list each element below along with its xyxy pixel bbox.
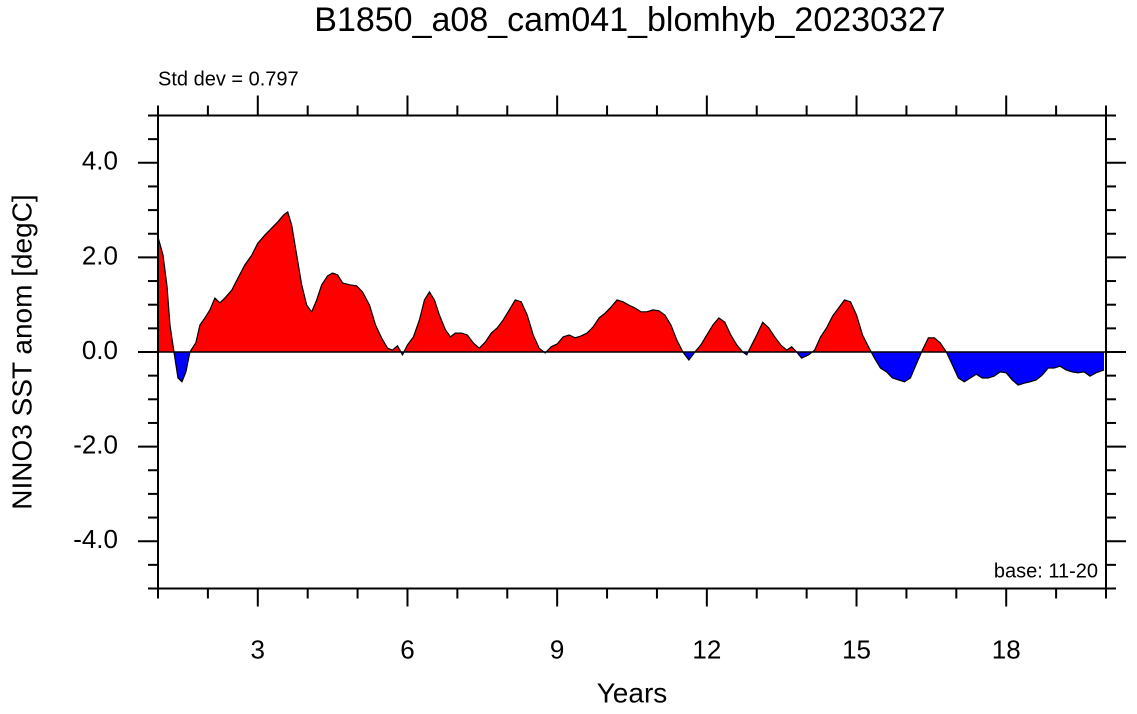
annotation: Std dev = 0.797: [158, 68, 299, 90]
x-tick-label: 9: [550, 634, 564, 664]
y-tick-label: 0.0: [82, 335, 118, 365]
x-axis-label: Years: [597, 677, 668, 708]
x-tick-label: 15: [842, 634, 871, 664]
x-tick-label: 12: [692, 634, 721, 664]
annotation: base: 11-20: [994, 560, 1098, 582]
area-above: [158, 211, 1104, 352]
chart-title: B1850_a08_cam041_blomhyb_20230327: [314, 1, 945, 39]
area-below: [158, 352, 1104, 386]
y-axis-label: NINO3 SST anom [degC]: [6, 194, 37, 509]
x-tick-label: 3: [251, 634, 265, 664]
series-line: [157, 211, 1105, 386]
y-tick-label: -2.0: [73, 429, 118, 459]
y-tick-label: -4.0: [73, 524, 118, 554]
x-tick-label: 18: [992, 634, 1021, 664]
y-tick-label: 2.0: [82, 240, 118, 270]
x-tick-label: 6: [400, 634, 414, 664]
y-tick-label: 4.0: [82, 146, 118, 176]
